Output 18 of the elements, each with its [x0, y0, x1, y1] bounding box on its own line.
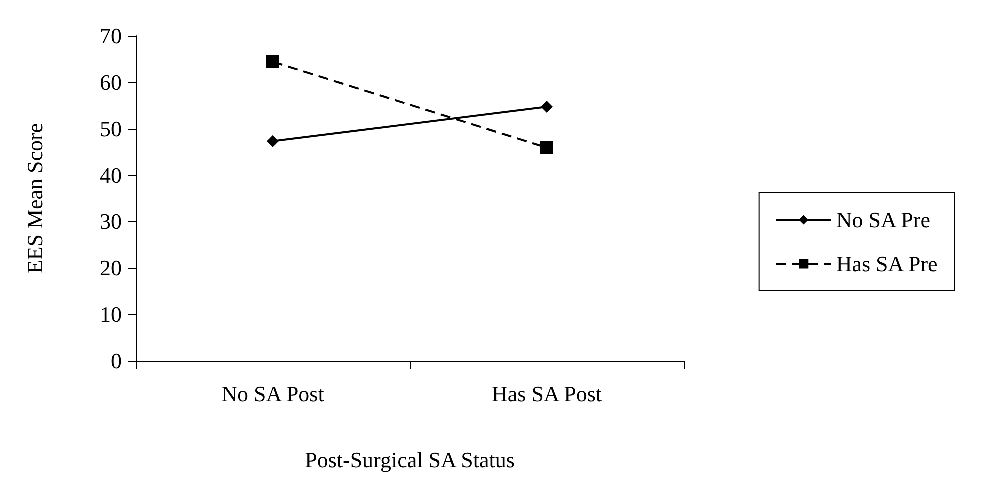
y-tick-label: 40 [100, 162, 122, 188]
legend-label: No SA Pre [836, 208, 930, 232]
y-tick-label: 70 [100, 24, 122, 48]
y-tick-label: 20 [100, 256, 122, 281]
x-tick-label: No SA Post [222, 382, 324, 406]
y-tick-label: 0 [111, 348, 122, 374]
point [541, 101, 553, 114]
y-tick-label: 10 [100, 302, 122, 328]
point [267, 135, 279, 148]
point [266, 56, 280, 68]
y-tick-label: 60 [100, 70, 122, 95]
y-tick-label: 50 [100, 116, 122, 142]
y-tick-label: 30 [100, 209, 122, 234]
x-tick-label: Has SA Post [492, 382, 602, 406]
legend-label: Has SA Pre [836, 252, 938, 276]
y-axis-title: EES Mean Score [22, 123, 48, 274]
point [540, 141, 554, 154]
x-axis-title: Post-Surgical SA Status [305, 448, 515, 472]
